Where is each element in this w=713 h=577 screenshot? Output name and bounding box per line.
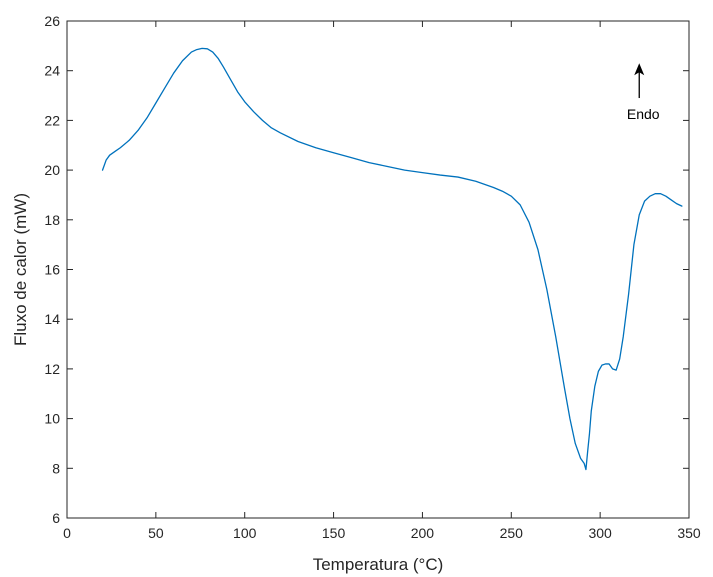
x-axis-label: Temperatura (°C) (313, 555, 444, 574)
plot-background (67, 21, 689, 518)
x-tick-label: 100 (233, 525, 257, 541)
endo-label: Endo (627, 106, 660, 122)
y-tick-label: 18 (44, 212, 60, 228)
y-tick-label: 16 (44, 262, 60, 278)
y-tick-label: 22 (44, 112, 60, 128)
x-tick-label: 250 (500, 525, 524, 541)
annotations: Endo (627, 63, 660, 122)
y-axis-label: Fluxo de calor (mW) (11, 193, 30, 346)
x-axis-ticks: 0 50 100 150 200 250 300 350 (63, 21, 701, 541)
x-tick-label: 50 (148, 525, 164, 541)
plot-area (101, 47, 683, 471)
y-tick-label: 20 (44, 162, 60, 178)
x-tick-label: 150 (322, 525, 346, 541)
y-tick-label: 8 (52, 460, 60, 476)
x-tick-label: 0 (63, 525, 71, 541)
axes-box (66, 20, 690, 519)
y-axis-ticks: 6 8 10 12 14 16 18 20 22 24 26 (44, 13, 689, 526)
y-tick-label: 6 (52, 510, 60, 526)
x-tick-label: 350 (677, 525, 701, 541)
x-tick-label: 200 (411, 525, 435, 541)
y-tick-label: 26 (44, 13, 60, 29)
y-tick-label: 12 (44, 361, 60, 377)
series-line-0 (101, 47, 683, 471)
y-tick-label: 14 (44, 311, 60, 327)
endo-arrow-head (634, 63, 645, 76)
y-tick-label: 24 (44, 63, 60, 79)
x-tick-label: 300 (588, 525, 612, 541)
y-tick-label: 10 (44, 411, 60, 427)
